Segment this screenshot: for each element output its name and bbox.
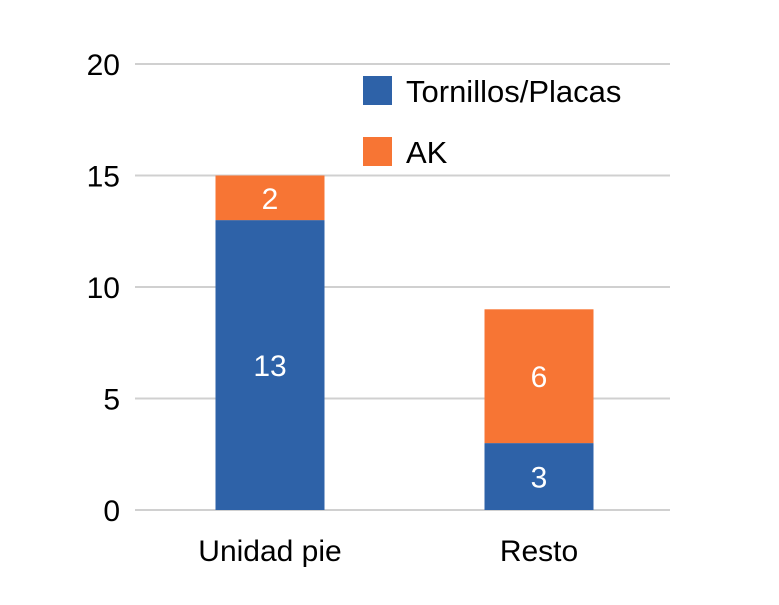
y-tick-label: 5 xyxy=(103,384,120,417)
data-label: 13 xyxy=(253,350,286,383)
bars xyxy=(215,175,594,510)
legend-label: Tornillos/Placas xyxy=(406,74,621,109)
data-label: 2 xyxy=(262,183,279,216)
bar-segment xyxy=(484,443,594,510)
legend-swatch xyxy=(363,76,392,105)
x-category-label: Resto xyxy=(500,535,578,568)
bar-segment xyxy=(215,220,325,510)
bar-segment xyxy=(484,309,594,444)
data-label: 3 xyxy=(531,462,548,495)
data-labels: 13 2 3 6 xyxy=(253,183,547,495)
y-tick-label: 15 xyxy=(87,161,120,194)
legend-label: AK xyxy=(406,135,448,170)
data-label: 6 xyxy=(531,361,548,394)
y-axis-ticks: 0 5 10 15 20 xyxy=(87,49,120,528)
legend-swatch xyxy=(363,137,392,166)
x-category-label: Unidad pie xyxy=(198,535,341,568)
y-tick-label: 10 xyxy=(87,272,120,305)
x-axis-categories: Unidad pie Resto xyxy=(198,535,578,568)
bar-segment xyxy=(215,175,325,221)
legend: Tornillos/Placas AK xyxy=(363,74,621,170)
y-tick-label: 0 xyxy=(103,495,120,528)
y-tick-label: 20 xyxy=(87,49,120,82)
